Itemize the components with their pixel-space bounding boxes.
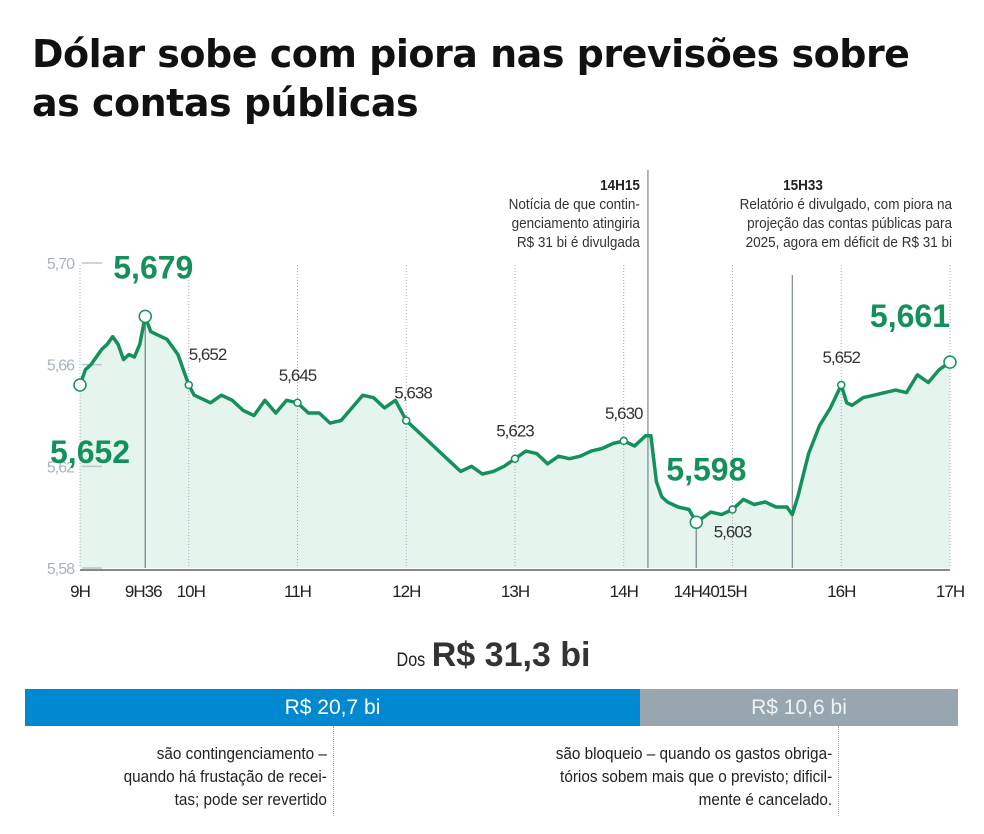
data-point xyxy=(184,380,193,390)
divider xyxy=(333,726,334,816)
annotation-line: genciamento atingiria xyxy=(511,215,640,232)
data-point xyxy=(73,378,87,392)
highlight-value-label: 5,598 xyxy=(666,451,746,487)
annotation-15h33: 15H33 Relatório é divulgado, com piora n… xyxy=(740,176,952,252)
highlight-value-label: 5,652 xyxy=(50,434,130,470)
x-tick-label: 15H xyxy=(718,582,746,601)
x-tick-label: 11H xyxy=(284,582,311,601)
value-label: 5,645 xyxy=(279,366,317,385)
y-tick-label: 5,70 xyxy=(47,256,75,273)
bloqueio-bar: R$ 10,6 bi xyxy=(640,689,958,726)
x-tick-label: 14H40 xyxy=(674,582,720,601)
annotation-time: 15H33 xyxy=(783,177,823,194)
dollar-line-chart: 5,70 5,66 5,62 5,58 9H 9H36 10H 11H 12H 13H 14H 14H… xyxy=(47,170,965,601)
annotation-line: R$ 31 bi é divulgada xyxy=(516,234,640,251)
x-tick-label: 16H xyxy=(827,582,855,601)
x-tick-label: 13H xyxy=(501,582,529,601)
description-line: quando há frustação de recei- xyxy=(123,767,327,786)
page-title: Dólar sobe com piora nas previsões sobre… xyxy=(32,32,910,125)
price-line xyxy=(78,314,952,525)
data-point xyxy=(943,355,957,369)
annotation-line: Relatório é divulgado, com piora na xyxy=(739,196,952,213)
data-point xyxy=(402,416,411,425)
value-label: 5,652 xyxy=(189,345,227,364)
value-label: 5,603 xyxy=(714,523,752,542)
annotation-14h15: 14H15 Notícia de que contin- genciamento… xyxy=(509,176,640,252)
annotation-time: 14H15 xyxy=(600,177,640,194)
total-value: R$ 31,3 bi xyxy=(431,636,591,674)
x-tick-label: 9H36 xyxy=(125,582,162,601)
total-prefix: Dos xyxy=(396,650,425,671)
x-tick-label: 17H xyxy=(936,582,964,601)
data-point xyxy=(619,436,628,446)
annotation-line: projeção das contas públicas para xyxy=(747,215,952,232)
highlight-value-label: 5,679 xyxy=(113,249,193,285)
data-point xyxy=(728,505,737,514)
highlight-value-label: 5,661 xyxy=(870,298,950,334)
annotation-line: 2025, agora em déficit de R$ 31 bi xyxy=(745,234,952,251)
x-tick-label: 10H xyxy=(177,582,205,601)
contingenciamento-bar: R$ 20,7 bi xyxy=(25,689,640,726)
x-tick-label: 14H xyxy=(610,582,638,601)
divider xyxy=(838,726,839,816)
total-label: Dos R$ 31,3 bi xyxy=(0,636,984,675)
data-point xyxy=(689,515,704,529)
x-tick-label: 9H xyxy=(70,582,90,601)
description-line: tas; pode ser revertido xyxy=(174,790,327,809)
value-label: 5,623 xyxy=(496,422,534,441)
description-line: tórios sobem mais que o previsto; difici… xyxy=(559,767,832,786)
bloqueio-description: são bloqueio – quando os gastos obriga- … xyxy=(556,742,832,811)
data-point xyxy=(293,398,302,408)
description-line: são contingenciamento – xyxy=(156,744,327,763)
data-point xyxy=(837,380,846,390)
data-point xyxy=(138,309,152,324)
value-label: 5,638 xyxy=(394,384,432,403)
y-tick-label: 5,66 xyxy=(47,358,75,375)
value-label: 5,630 xyxy=(605,404,643,423)
value-label: 5,652 xyxy=(822,348,860,367)
description-line: mente é cancelado. xyxy=(698,790,832,809)
y-tick-label: 5,58 xyxy=(47,561,75,578)
annotation-line: Notícia de que contin- xyxy=(508,196,640,213)
contingenciamento-description: são contingenciamento – quando há frusta… xyxy=(124,742,327,811)
data-point xyxy=(510,454,520,463)
y-tick-label: 5,62 xyxy=(47,459,75,476)
description-line: são bloqueio – quando os gastos obriga- xyxy=(555,744,832,763)
x-tick-label: 12H xyxy=(392,582,420,601)
